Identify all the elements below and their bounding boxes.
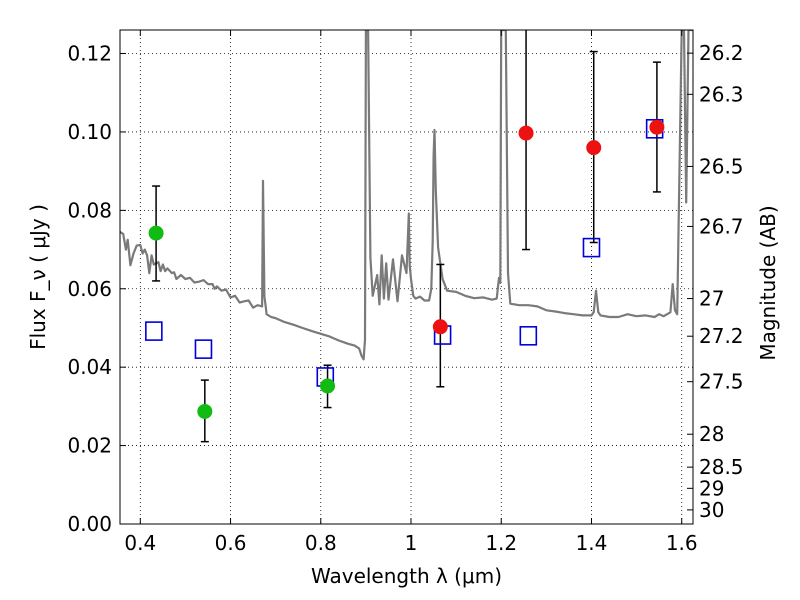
y-tick-label: 0.10 — [67, 120, 112, 144]
x-tick-label: 1.2 — [485, 531, 517, 555]
model-line — [120, 30, 693, 361]
y2-tick-label: 27 — [699, 287, 724, 311]
red-point — [432, 319, 448, 335]
x-axis-label: Wavelength λ (μm) — [311, 564, 502, 588]
red-point — [518, 125, 534, 141]
y2-tick-label: 28.5 — [699, 455, 744, 479]
y2-tick-label: 26.5 — [699, 154, 744, 178]
x-tick-label: 0.4 — [124, 531, 156, 555]
green-point — [197, 403, 213, 419]
error-bars — [152, 30, 661, 443]
y2-tick-label: 26.3 — [699, 82, 744, 106]
y-tick-label: 0.02 — [67, 434, 112, 458]
x-tick-label: 0.8 — [305, 531, 337, 555]
y-tick-label: 0.06 — [67, 277, 112, 301]
red-point — [586, 140, 602, 156]
x-tick-label: 1.6 — [666, 531, 698, 555]
green-point — [320, 378, 336, 394]
green-point — [148, 225, 164, 241]
y-axis-label: Flux F_ν ( μJy ) — [26, 204, 50, 350]
y2-tick-label: 26.7 — [699, 214, 744, 238]
y2-tick-label: 27.5 — [699, 370, 744, 394]
y-tick-label: 0.08 — [67, 198, 112, 222]
y2-tick-label: 27.2 — [699, 324, 744, 348]
y2-tick-label: 26.2 — [699, 41, 744, 65]
grid-lines — [120, 30, 693, 525]
y2-tick-label: 29 — [699, 476, 724, 500]
y2-tick-label: 30 — [699, 498, 724, 522]
axis-ticks — [120, 30, 693, 525]
x-tick-label: 1.4 — [576, 531, 608, 555]
y-tick-label: 0.00 — [67, 512, 112, 536]
y-tick-label: 0.12 — [67, 42, 112, 66]
y2-tick-label: 28 — [699, 422, 724, 446]
y-tick-label: 0.04 — [67, 355, 112, 379]
x-tick-label: 0.6 — [215, 531, 247, 555]
blue-square-point — [145, 321, 163, 341]
data-markers — [145, 119, 665, 419]
blue-square-point — [582, 237, 601, 258]
blue-square-point — [519, 326, 538, 346]
y-tick-labels: 0.00 0.02 0.04 0.06 0.08 0.10 0.12 — [67, 42, 112, 536]
blue-square-point — [194, 339, 213, 359]
model-spectrum — [120, 30, 693, 361]
x-tick-labels: 0.4 0.6 0.8 1 1.2 1.4 1.6 — [124, 531, 697, 555]
plot-frame — [119, 29, 694, 525]
y2-axis-label: Magnitude (AB) — [756, 205, 780, 360]
red-point — [649, 119, 665, 135]
x-tick-label: 1 — [405, 531, 418, 555]
